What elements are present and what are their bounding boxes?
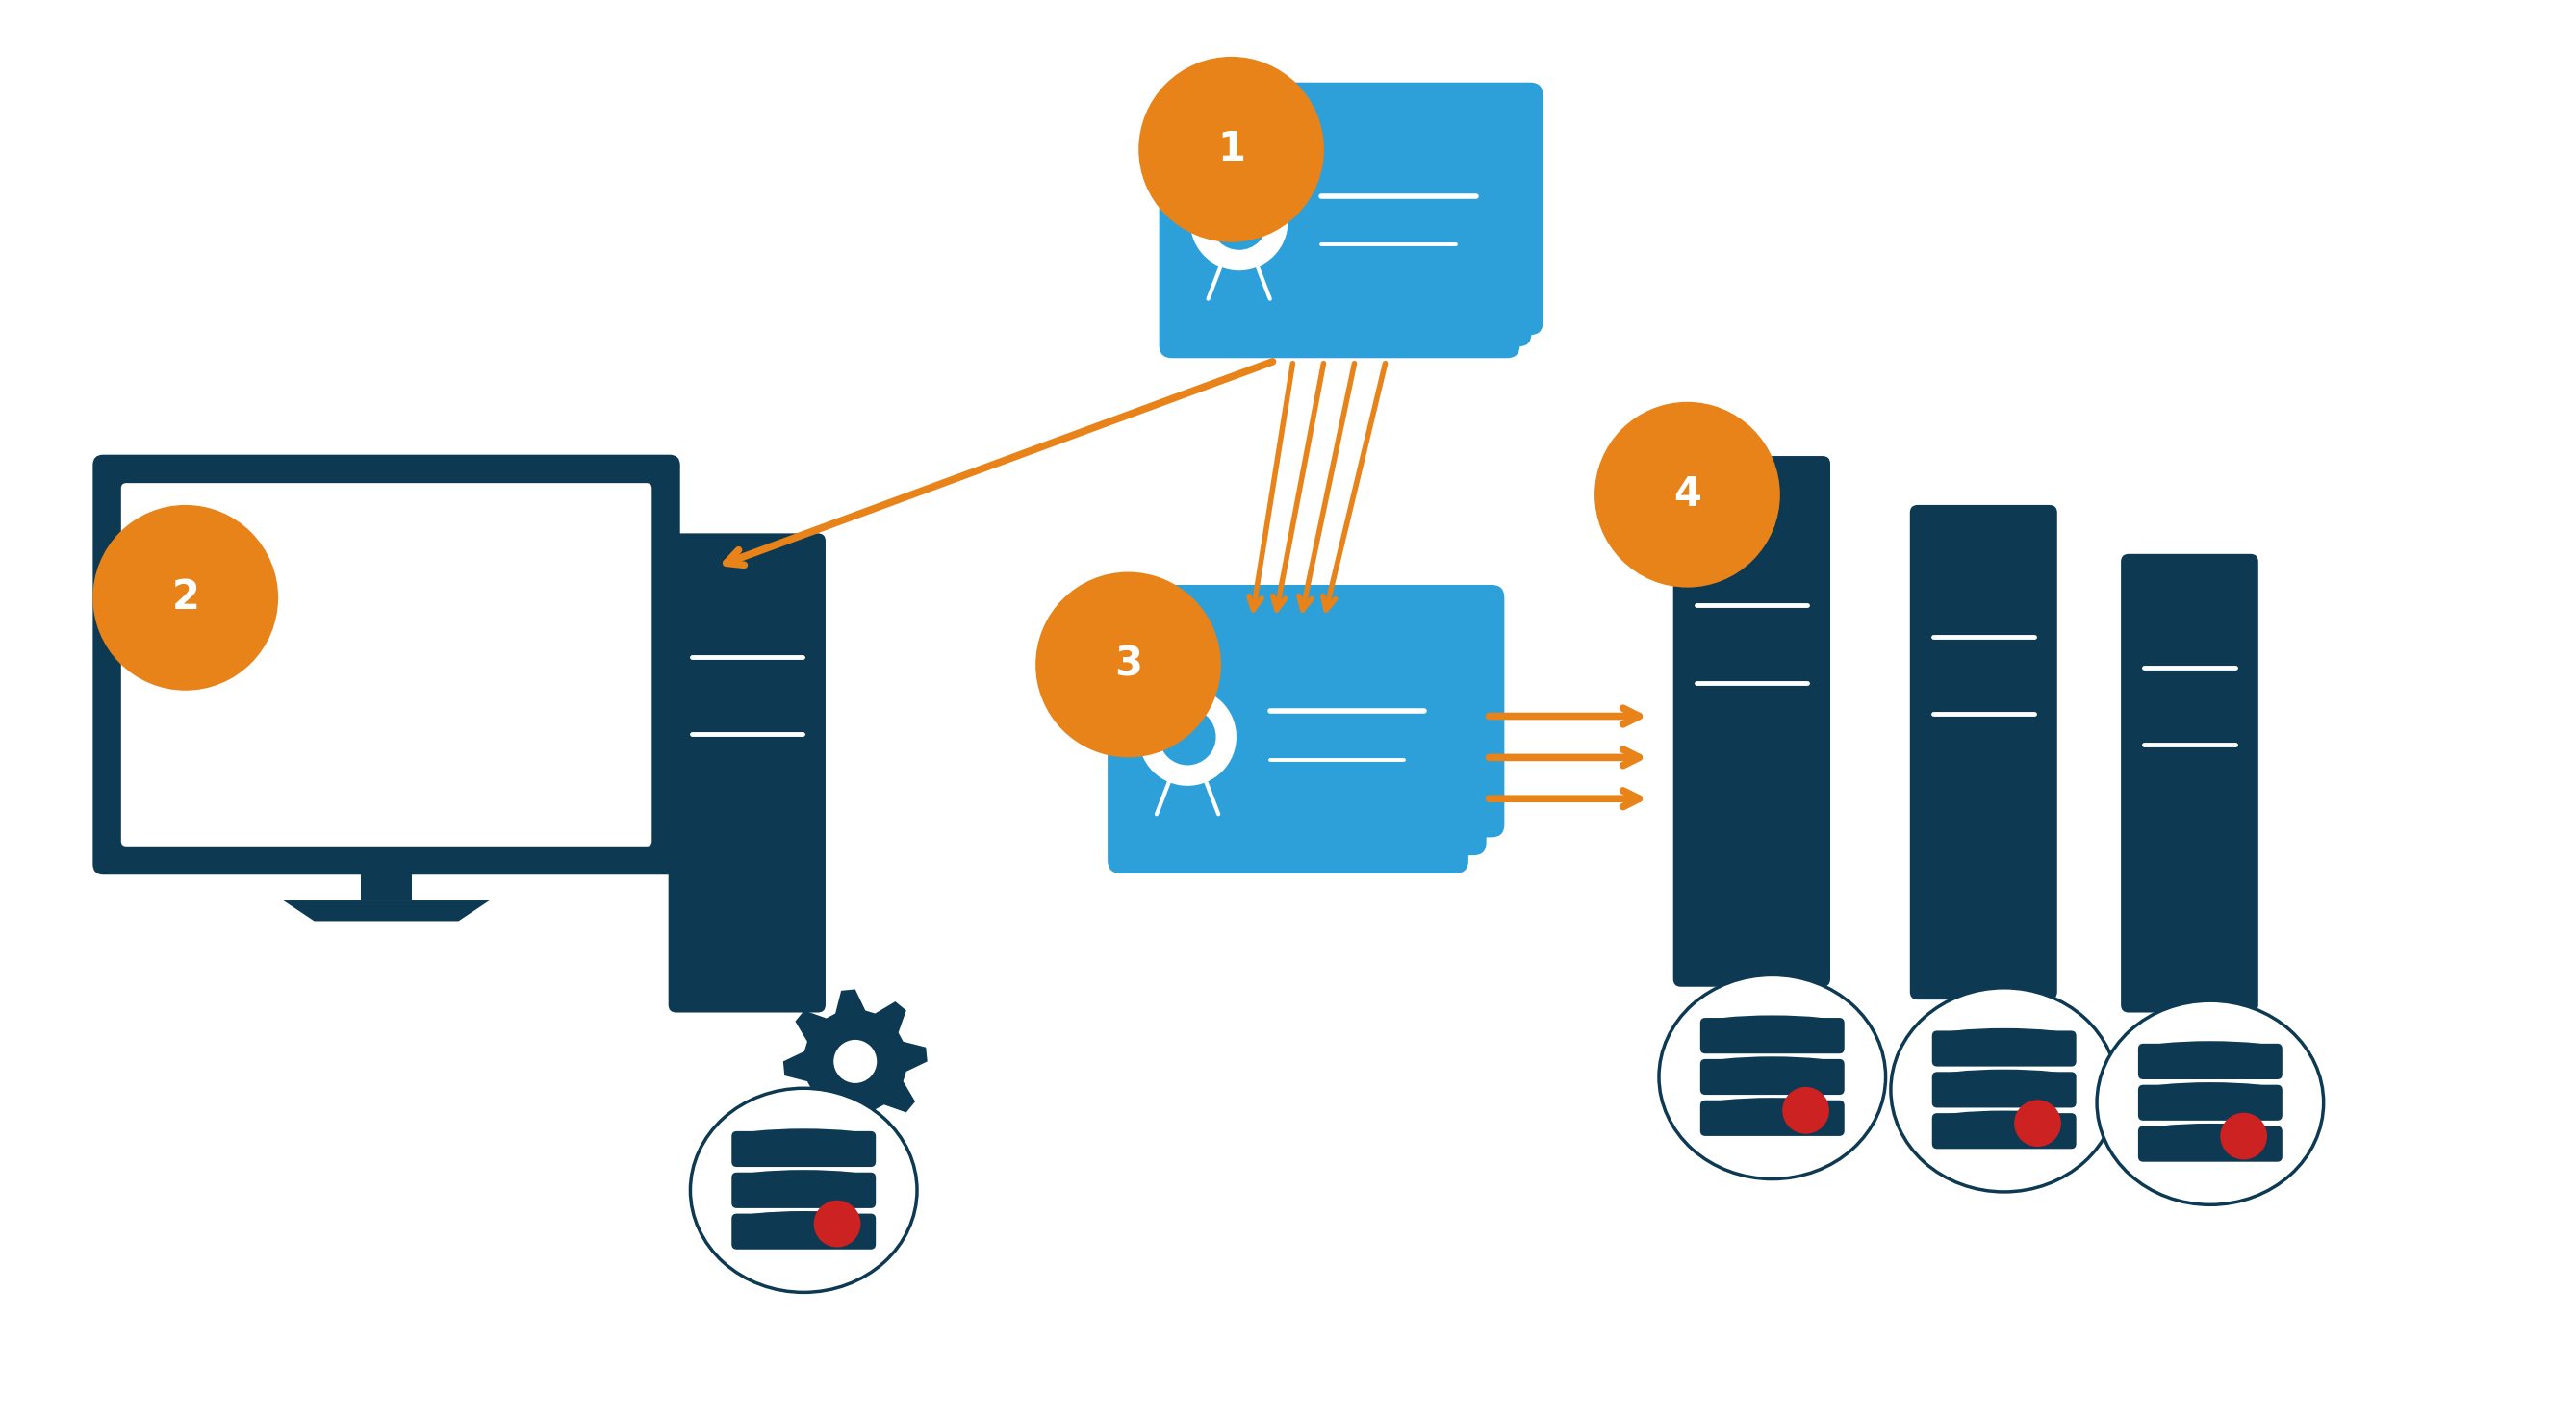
FancyBboxPatch shape bbox=[1672, 456, 1829, 986]
Text: 2: 2 bbox=[173, 578, 198, 618]
FancyBboxPatch shape bbox=[732, 1131, 876, 1168]
Ellipse shape bbox=[1937, 1029, 2071, 1043]
Circle shape bbox=[2014, 1100, 2061, 1146]
Circle shape bbox=[814, 1200, 860, 1247]
Circle shape bbox=[1139, 57, 1324, 242]
Circle shape bbox=[1139, 687, 1236, 786]
FancyBboxPatch shape bbox=[2120, 554, 2259, 1013]
Ellipse shape bbox=[737, 1170, 871, 1185]
Circle shape bbox=[93, 504, 278, 690]
Ellipse shape bbox=[2143, 1124, 2277, 1139]
Ellipse shape bbox=[2143, 1041, 2277, 1056]
Circle shape bbox=[1213, 149, 1311, 248]
Ellipse shape bbox=[1705, 1057, 1839, 1071]
Circle shape bbox=[1175, 652, 1273, 750]
Ellipse shape bbox=[1705, 1098, 1839, 1112]
Text: 4: 4 bbox=[1674, 475, 1700, 514]
Circle shape bbox=[1036, 572, 1221, 758]
Circle shape bbox=[1783, 1087, 1829, 1134]
FancyBboxPatch shape bbox=[2138, 1085, 2282, 1121]
FancyBboxPatch shape bbox=[1700, 1100, 1844, 1136]
Ellipse shape bbox=[2097, 1000, 2324, 1204]
FancyBboxPatch shape bbox=[732, 1213, 876, 1250]
FancyBboxPatch shape bbox=[1700, 1017, 1844, 1054]
FancyBboxPatch shape bbox=[732, 1172, 876, 1209]
Circle shape bbox=[1211, 193, 1267, 249]
Circle shape bbox=[1159, 708, 1216, 765]
Circle shape bbox=[1224, 181, 1278, 238]
FancyBboxPatch shape bbox=[1126, 602, 1486, 856]
FancyBboxPatch shape bbox=[2138, 1043, 2282, 1080]
FancyBboxPatch shape bbox=[670, 533, 824, 1013]
FancyBboxPatch shape bbox=[1182, 82, 1543, 334]
Ellipse shape bbox=[1937, 1070, 2071, 1084]
Circle shape bbox=[1595, 402, 1780, 588]
FancyBboxPatch shape bbox=[2138, 1127, 2282, 1162]
Circle shape bbox=[1234, 170, 1291, 227]
Circle shape bbox=[1200, 162, 1298, 259]
Polygon shape bbox=[283, 900, 489, 921]
FancyBboxPatch shape bbox=[1159, 106, 1520, 359]
FancyBboxPatch shape bbox=[121, 483, 652, 846]
Ellipse shape bbox=[1659, 975, 1886, 1179]
FancyBboxPatch shape bbox=[1170, 94, 1530, 347]
Ellipse shape bbox=[1891, 988, 2117, 1192]
FancyBboxPatch shape bbox=[1932, 1114, 2076, 1149]
FancyBboxPatch shape bbox=[1108, 621, 1468, 873]
FancyBboxPatch shape bbox=[1909, 504, 2058, 999]
FancyBboxPatch shape bbox=[1932, 1030, 2076, 1067]
Text: 1: 1 bbox=[1218, 129, 1244, 170]
Ellipse shape bbox=[690, 1088, 917, 1292]
Circle shape bbox=[1177, 690, 1234, 747]
Ellipse shape bbox=[1705, 1016, 1839, 1030]
FancyBboxPatch shape bbox=[93, 455, 680, 874]
Ellipse shape bbox=[1937, 1111, 2071, 1127]
Ellipse shape bbox=[737, 1129, 871, 1144]
Bar bbox=[361, 849, 412, 900]
Polygon shape bbox=[783, 989, 927, 1134]
FancyBboxPatch shape bbox=[1144, 585, 1504, 837]
Circle shape bbox=[835, 1040, 876, 1083]
Text: 3: 3 bbox=[1115, 645, 1141, 684]
Ellipse shape bbox=[737, 1212, 871, 1226]
FancyBboxPatch shape bbox=[1700, 1058, 1844, 1095]
Circle shape bbox=[1195, 673, 1252, 730]
FancyBboxPatch shape bbox=[1932, 1071, 2076, 1108]
Circle shape bbox=[1157, 670, 1255, 768]
Circle shape bbox=[2221, 1112, 2267, 1159]
Ellipse shape bbox=[2143, 1083, 2277, 1098]
Circle shape bbox=[1190, 173, 1288, 271]
